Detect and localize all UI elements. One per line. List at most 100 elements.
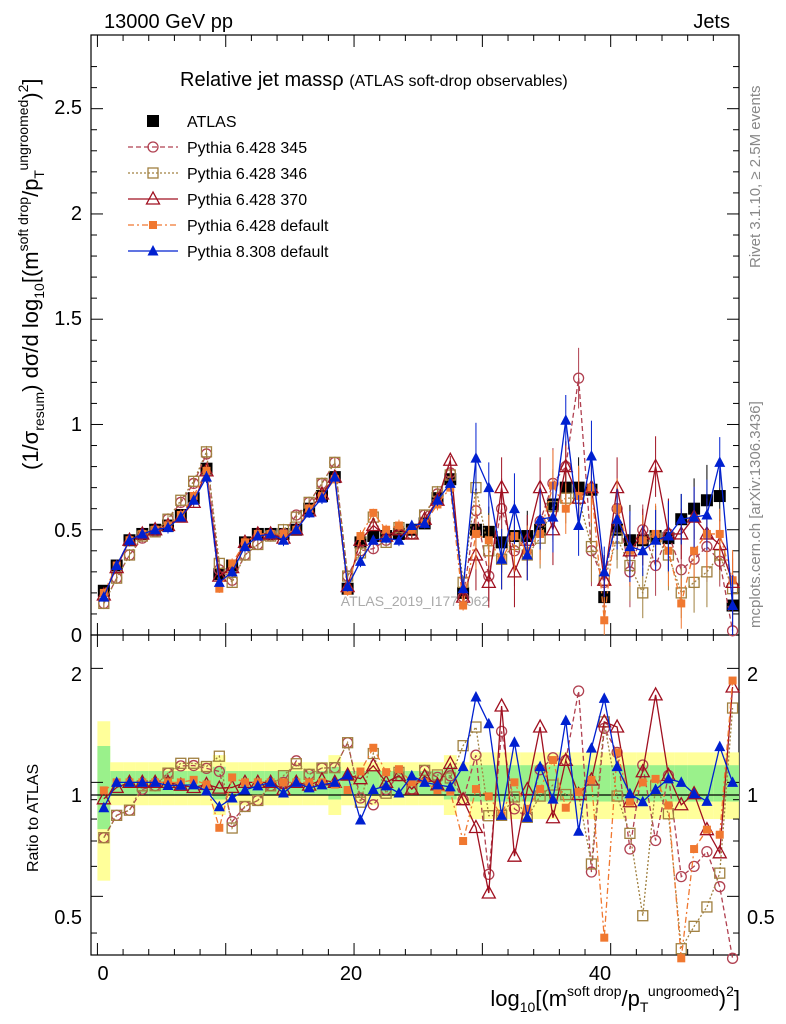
ratio-point: [457, 740, 469, 752]
data-point: [444, 477, 456, 488]
ratio-point: [98, 832, 110, 844]
ratio-point: [714, 867, 726, 879]
data-point: [111, 559, 123, 571]
data-point: [637, 587, 649, 599]
ratio-point: [701, 795, 713, 806]
ratio-point: [175, 757, 187, 769]
ratio-point: [521, 811, 533, 822]
ratio-point: [380, 779, 392, 791]
analysis-watermark: ATLAS_2019_I1772062: [341, 593, 490, 609]
data-point: [213, 576, 225, 587]
ratio-point: [673, 796, 689, 811]
data-point: [202, 466, 211, 475]
data-point: [494, 479, 510, 494]
ratio-point: [265, 776, 277, 787]
ratio-point: [394, 765, 403, 774]
ratio-point: [701, 901, 713, 913]
data-point: [98, 591, 110, 602]
ratio-point: [239, 784, 251, 795]
data-point: [228, 559, 237, 568]
ratio-point: [431, 778, 443, 790]
data-series: [96, 347, 741, 964]
ratio-point: [340, 766, 356, 781]
ratio-point: [123, 804, 136, 816]
data-point: [598, 565, 610, 577]
ratio-point: [600, 933, 609, 942]
ratio-point: [459, 837, 468, 846]
ratio-point: [662, 772, 674, 784]
ratio-point: [365, 757, 381, 772]
ratio-ytick-label-right-0.5: 0.5: [747, 907, 775, 929]
ratio-point: [494, 697, 510, 712]
ratio-point: [587, 775, 596, 784]
ratio-point: [111, 776, 123, 787]
series-1: [98, 347, 739, 964]
ratio-point: [369, 743, 378, 752]
ratio-point: [572, 685, 585, 697]
ratio-point: [226, 792, 238, 803]
ratio-point: [560, 714, 572, 725]
ratio-point: [175, 779, 187, 790]
legend: ATLAS Pythia 6.428 345 Pythia 6.428 346 Pyt…: [128, 114, 329, 261]
ratio-point: [354, 813, 366, 825]
ratio-point: [483, 868, 495, 881]
ratio-point: [701, 845, 713, 858]
ratio-point: [702, 825, 711, 834]
ytick-label-1.5: 1.5: [54, 308, 82, 330]
data-point: [303, 506, 315, 518]
ratio-point: [470, 749, 482, 761]
ratio-point: [290, 776, 302, 787]
ratio-point: [123, 776, 135, 787]
ytick-label-2.5: 2.5: [54, 97, 82, 119]
ratio-point: [391, 767, 407, 782]
data-point: [356, 532, 365, 541]
data-point: [393, 534, 405, 545]
ratio-point: [545, 809, 561, 824]
ratio-point: [407, 778, 416, 787]
ratio-point: [343, 786, 352, 795]
data-point: [713, 490, 726, 503]
ytick-label-2: 2: [71, 203, 82, 225]
ratio-band-inner: [713, 765, 727, 802]
data-point: [329, 471, 341, 482]
ratio-point: [519, 781, 535, 796]
data-point: [471, 529, 480, 538]
ratio-point: [638, 778, 647, 787]
ratio-ytick-label-right-1: 1: [747, 785, 758, 807]
ratio-point: [712, 844, 728, 859]
data-point: [265, 527, 277, 539]
ratio-point: [341, 737, 354, 749]
plot-title: Relative jet massρ (ATLAS soft-drop obse…: [180, 69, 568, 91]
data-point: [688, 511, 700, 522]
data-point: [382, 525, 391, 534]
ratio-point: [560, 788, 572, 801]
ratio-point: [611, 760, 623, 772]
ratio-point: [677, 954, 686, 963]
axis-ticks: [91, 35, 740, 955]
data-point: [226, 576, 238, 589]
ratio-point: [726, 952, 739, 964]
ratio-point: [724, 678, 741, 693]
ratio-point: [596, 713, 612, 728]
data-point: [316, 492, 328, 503]
data-point: [329, 456, 341, 469]
legend-label: Pythia 8.308 default: [187, 244, 329, 261]
ratio-point: [211, 779, 227, 794]
ratio-point: [714, 740, 726, 752]
data-point: [637, 544, 649, 556]
ratio-point: [123, 804, 136, 816]
ratio-band-inner: [700, 765, 714, 802]
data-point: [380, 532, 392, 543]
ratio-point: [226, 822, 238, 834]
series-2: [98, 445, 739, 955]
ratio-point: [202, 780, 211, 789]
ytick-label-0: 0: [71, 625, 82, 647]
ratio-point: [99, 786, 108, 795]
ratio-point: [342, 769, 354, 780]
ratio-point: [664, 801, 673, 810]
data-point: [521, 549, 533, 560]
data-point: [558, 458, 574, 473]
data-point: [123, 549, 136, 561]
legend-label: Pythia 6.428 345: [187, 140, 307, 157]
data-point: [459, 601, 468, 610]
